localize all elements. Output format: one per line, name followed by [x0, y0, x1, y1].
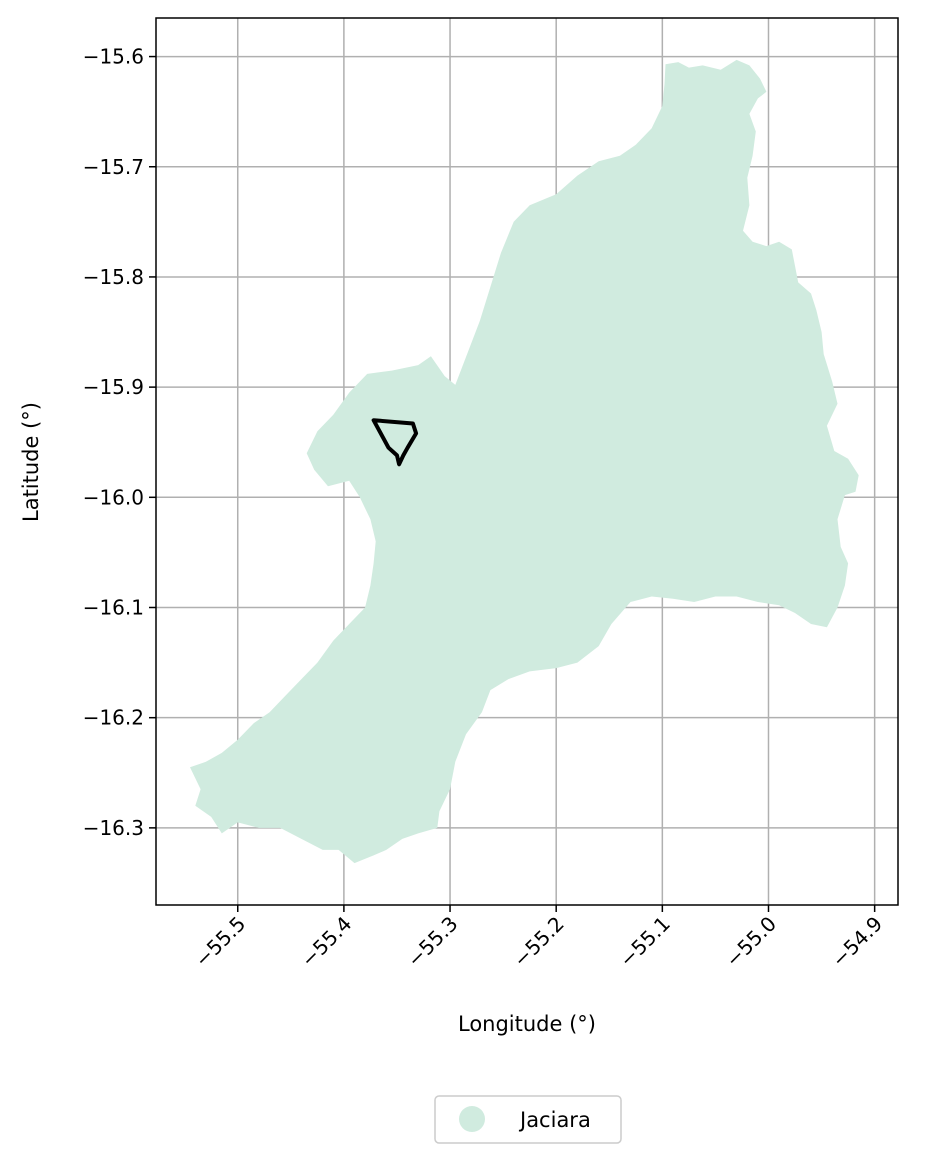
y-axis-ticks: −15.6 −15.7 −15.8 −15.9 −16.0 −16.1 −16.2 −16.3	[83, 45, 156, 840]
y-tick-label-4: −16.0	[83, 485, 144, 509]
legend: Jaciara	[434, 1095, 622, 1144]
legend-label-jaciara: Jaciara	[518, 1108, 591, 1132]
y-axis-title: Latitude (°)	[19, 402, 43, 522]
x-axis-title: Longitude (°)	[458, 1012, 596, 1036]
x-tick-label-3: −55.2	[508, 912, 568, 972]
y-tick-label-0: −15.6	[83, 45, 144, 69]
y-tick-label-5: −16.1	[83, 595, 144, 619]
y-tick-label-2: −15.8	[83, 265, 144, 289]
x-tick-label-6: −54.9	[827, 912, 887, 972]
legend-frame	[434, 1095, 622, 1144]
plot-frame	[155, 17, 899, 906]
region-jaciara	[190, 59, 859, 864]
x-tick-label-5: −55.0	[721, 912, 781, 972]
y-tick-label-3: −15.9	[83, 375, 144, 399]
y-tick-label-7: −16.3	[83, 816, 144, 840]
x-tick-label-2: −55.3	[402, 912, 462, 972]
y-tick-label-6: −16.2	[83, 706, 144, 730]
x-axis-ticks: −55.5 −55.4 −55.3 −55.2 −55.1 −55.0 −54.9	[190, 905, 887, 972]
x-tick-label-0: −55.5	[190, 912, 250, 972]
y-tick-label-1: −15.7	[83, 155, 144, 179]
legend-swatch	[459, 1106, 485, 1132]
x-tick-label-4: −55.1	[615, 912, 675, 972]
x-tick-label-1: −55.4	[296, 912, 356, 972]
highlighted-outline	[371, 418, 419, 467]
